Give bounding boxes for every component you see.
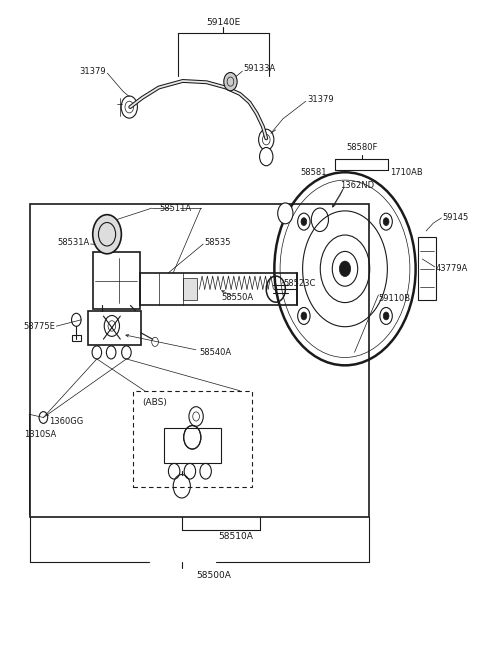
Circle shape [383, 312, 389, 320]
Text: A: A [264, 152, 269, 161]
Text: 31379: 31379 [307, 95, 334, 103]
Text: 1360GG: 1360GG [49, 417, 84, 426]
Text: 58511A: 58511A [159, 204, 192, 213]
Circle shape [339, 261, 350, 276]
Circle shape [278, 203, 293, 224]
Text: 58580F: 58580F [346, 143, 377, 152]
Text: 58500A: 58500A [196, 571, 231, 580]
Text: 59133A: 59133A [244, 64, 276, 73]
Circle shape [301, 312, 307, 320]
Bar [418, 238, 436, 300]
Text: 58535: 58535 [204, 238, 231, 247]
Circle shape [224, 73, 237, 91]
Text: 59110B: 59110B [378, 293, 410, 303]
Circle shape [383, 217, 389, 225]
Text: 59140E: 59140E [206, 18, 240, 28]
Text: 58581: 58581 [300, 168, 327, 178]
Bar [93, 252, 140, 309]
Text: 58531A: 58531A [58, 238, 90, 247]
Text: 58550A: 58550A [221, 293, 253, 302]
Text: 58540A: 58540A [199, 348, 231, 357]
Circle shape [301, 217, 307, 225]
Bar [30, 204, 369, 517]
Text: 43779A: 43779A [436, 265, 468, 273]
Text: 1310SA: 1310SA [24, 430, 57, 439]
Bar [164, 428, 221, 464]
Bar [72, 335, 81, 341]
Text: 58510A: 58510A [218, 532, 252, 541]
Text: 59145: 59145 [443, 214, 469, 223]
Bar [183, 278, 197, 300]
Bar [88, 310, 141, 345]
Text: 1710AB: 1710AB [390, 168, 423, 178]
Text: (ABS): (ABS) [142, 398, 167, 407]
Text: 31379: 31379 [80, 67, 107, 76]
Bar [140, 273, 297, 305]
Text: 58523C: 58523C [283, 278, 315, 288]
Circle shape [260, 147, 273, 166]
Text: 58775E: 58775E [24, 322, 55, 331]
Text: 1362ND: 1362ND [340, 181, 374, 191]
Circle shape [93, 215, 121, 253]
Text: A: A [283, 209, 288, 218]
Bar [132, 391, 252, 487]
